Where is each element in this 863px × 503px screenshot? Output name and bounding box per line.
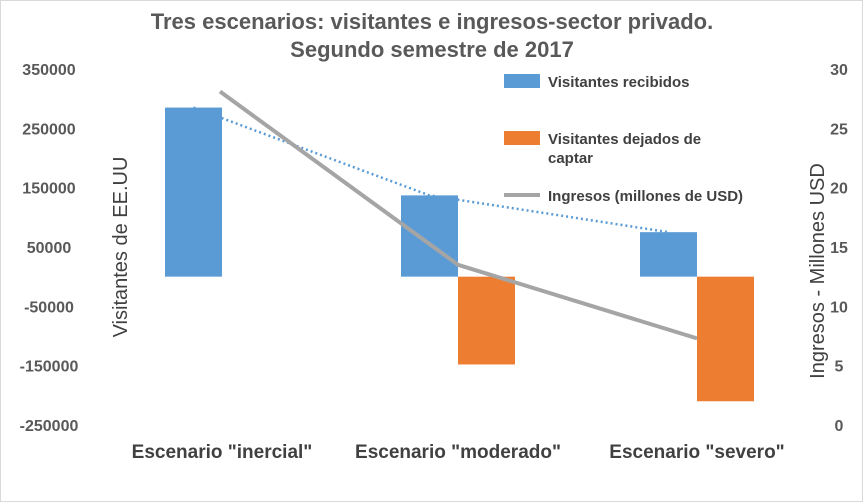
bar-visitantes-dejados: [458, 277, 515, 365]
x-category-label: Escenario "moderado": [355, 442, 561, 463]
legend-label-visitantes-recibidos: Visitantes recibidos: [548, 74, 689, 91]
y-tick-label: -150000: [20, 359, 79, 376]
x-category-label: Escenario "inercial": [132, 442, 313, 463]
y-tick-label: 350000: [22, 62, 75, 79]
legend-swatch-visitantes-recibidos: [504, 74, 540, 88]
y2-axis-title: Ingresos - Millones USD: [807, 163, 829, 379]
y2-tick-label: 15: [830, 240, 848, 257]
y2-tick-label: 10: [830, 299, 848, 316]
y2-tick-label: 30: [830, 62, 848, 79]
y2-tick-label: 0: [835, 418, 844, 435]
legend-label-visitantes-dejados: Visitantes dejados de: [548, 131, 701, 148]
legend-label-ingresos: Ingresos (millones de USD): [548, 188, 743, 205]
chart-title-line: Segundo semestre de 2017: [290, 37, 574, 62]
chart-title-line: Tres escenarios: visitantes e ingresos-s…: [151, 9, 713, 34]
legend-label-visitantes-dejados-line2: captar: [548, 150, 593, 167]
y-tick-label: -50000: [24, 299, 74, 316]
bar-visitantes-dejados: [697, 277, 754, 402]
y2-tick-label: 20: [830, 181, 848, 198]
y2-tick-label: 25: [830, 121, 848, 138]
bar-visitantes-recibidos: [401, 195, 458, 276]
legend-swatch-visitantes-dejados: [504, 131, 540, 145]
y-tick-label: 150000: [22, 181, 75, 198]
y-axis-title: Visitantes de EE.UU: [110, 157, 132, 338]
y-tick-label: 250000: [22, 121, 75, 138]
y-tick-label: -250000: [20, 418, 79, 435]
x-category-label: Escenario "severo": [609, 442, 784, 463]
y2-tick-label: 5: [835, 359, 844, 376]
y-tick-label: 50000: [27, 240, 72, 257]
bar-visitantes-recibidos: [640, 232, 697, 277]
bar-visitantes-recibidos: [165, 108, 222, 277]
